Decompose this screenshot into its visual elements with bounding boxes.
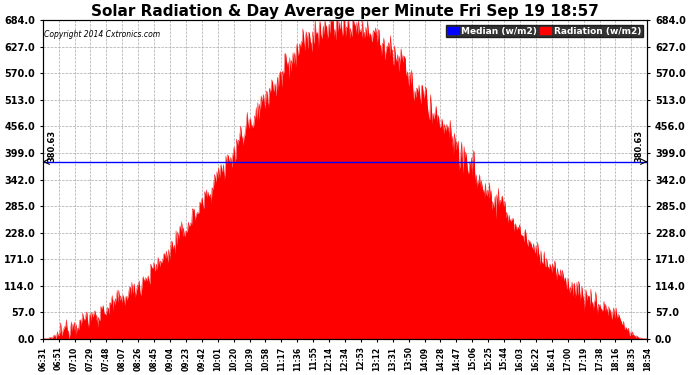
Title: Solar Radiation & Day Average per Minute Fri Sep 19 18:57: Solar Radiation & Day Average per Minute… <box>91 4 599 19</box>
Legend: Median (w/m2), Radiation (w/m2): Median (w/m2), Radiation (w/m2) <box>446 25 643 38</box>
Text: 380.63: 380.63 <box>48 129 57 162</box>
Text: Copyright 2014 Cxtronics.com: Copyright 2014 Cxtronics.com <box>44 30 160 39</box>
Text: 380.63: 380.63 <box>634 129 643 162</box>
